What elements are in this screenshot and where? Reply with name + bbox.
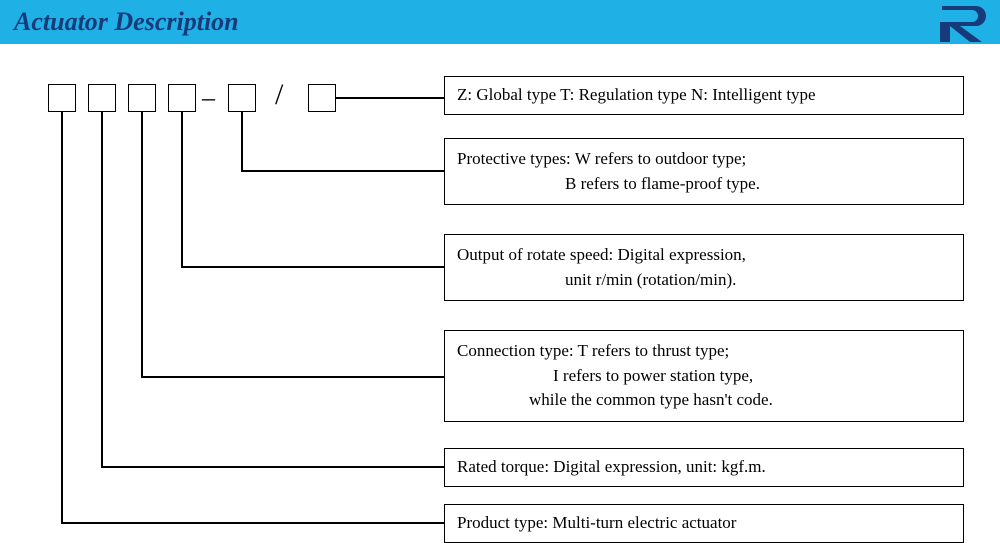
connector [241,170,444,172]
desc-text-l1: Protective types: W refers to outdoor ty… [457,149,746,168]
connector [61,522,444,524]
connector [181,266,444,268]
desc-product-type: Product type: Multi-turn electric actuat… [444,504,964,543]
page-title: Actuator Description [14,7,239,37]
header-bar: Actuator Description [0,0,1000,44]
code-box-3 [128,84,156,112]
connector [61,112,63,522]
connector [336,97,444,99]
desc-text-l1: Output of rotate speed: Digital expressi… [457,245,746,264]
dash-separator: – [202,84,215,112]
desc-text-l2: unit r/min (rotation/min). [457,268,951,293]
desc-text: Rated torque: Digital expression, unit: … [457,457,766,476]
nomenclature-diagram: – / Z: Global type T: Regulation type N:… [0,44,1000,541]
desc-text-l1: Connection type: T refers to thrust type… [457,341,729,360]
desc-connection-type: Connection type: T refers to thrust type… [444,330,964,422]
desc-text: Z: Global type T: Regulation type N: Int… [457,85,816,104]
connector [241,112,243,170]
desc-protective-types: Protective types: W refers to outdoor ty… [444,138,964,205]
desc-global-type: Z: Global type T: Regulation type N: Int… [444,76,964,115]
code-box-5 [228,84,256,112]
desc-text: Product type: Multi-turn electric actuat… [457,513,736,532]
brand-logo [922,0,992,44]
code-box-1 [48,84,76,112]
desc-text-l2: I refers to power station type, [457,364,951,389]
desc-text-l2: B refers to flame-proof type. [457,172,951,197]
connector [141,112,143,376]
connector [101,112,103,466]
connector [141,376,444,378]
desc-rotate-speed: Output of rotate speed: Digital expressi… [444,234,964,301]
slash-separator: / [275,81,283,109]
connector [101,466,444,468]
code-box-4 [168,84,196,112]
connector [181,112,183,266]
code-box-6 [308,84,336,112]
desc-rated-torque: Rated torque: Digital expression, unit: … [444,448,964,487]
code-box-2 [88,84,116,112]
desc-text-l3: while the common type hasn't code. [457,388,951,413]
